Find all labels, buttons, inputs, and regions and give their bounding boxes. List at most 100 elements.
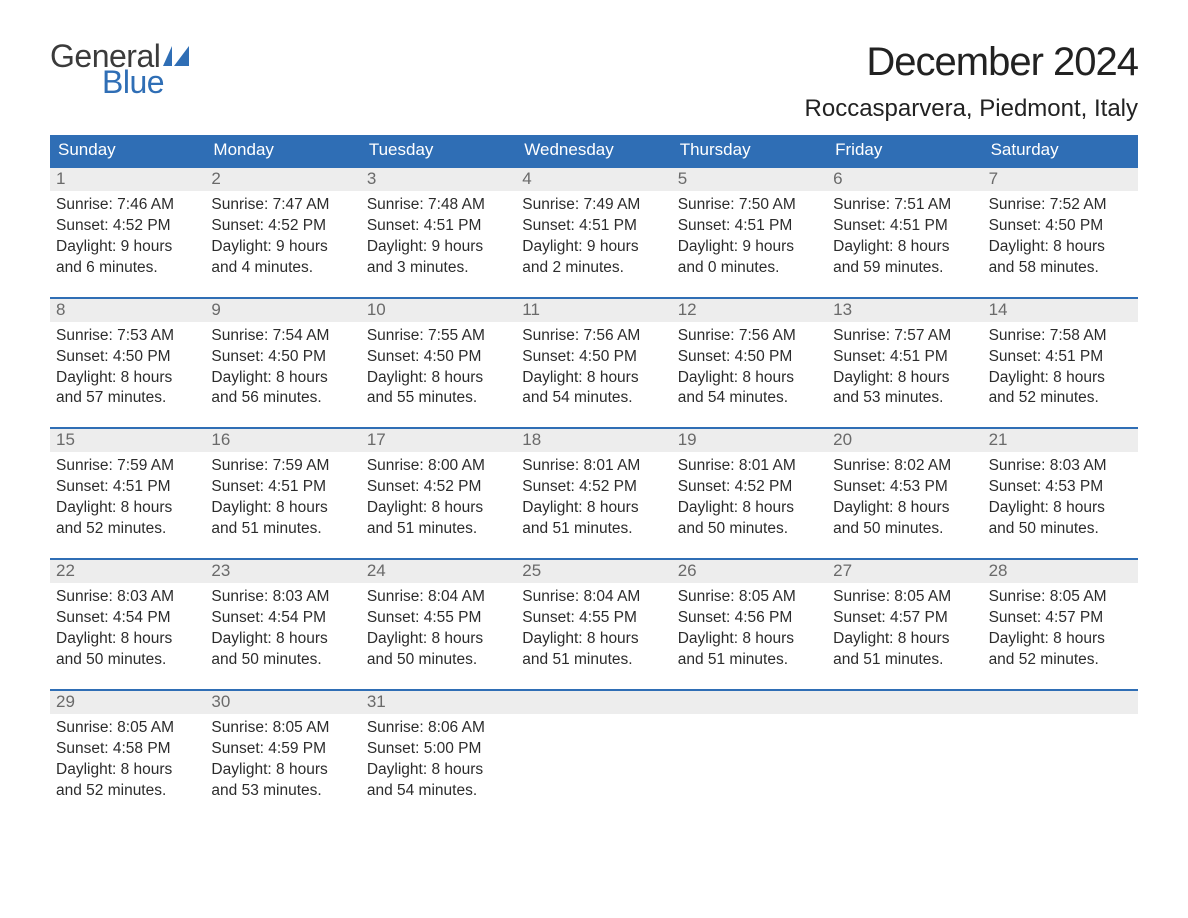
daylight-line-2: and 50 minutes.: [833, 519, 976, 540]
daylight-line-1: Daylight: 8 hours: [367, 368, 510, 389]
sunrise-line: Sunrise: 8:01 AM: [678, 456, 821, 477]
day-cell: Sunrise: 8:05 AMSunset: 4:57 PMDaylight:…: [983, 583, 1138, 671]
sunrise-line: Sunrise: 7:59 AM: [56, 456, 199, 477]
day-cell: Sunrise: 8:04 AMSunset: 4:55 PMDaylight:…: [361, 583, 516, 671]
sunset-line: Sunset: 4:55 PM: [367, 608, 510, 629]
sunset-line: Sunset: 4:52 PM: [56, 216, 199, 237]
day-cell: Sunrise: 8:01 AMSunset: 4:52 PMDaylight:…: [672, 452, 827, 540]
daynum-row: 15161718192021: [50, 429, 1138, 452]
daylight-line-1: Daylight: 9 hours: [678, 237, 821, 258]
week-row: 891011121314Sunrise: 7:53 AMSunset: 4:50…: [50, 297, 1138, 410]
day-cell: [516, 714, 671, 802]
sunrise-line: Sunrise: 7:57 AM: [833, 326, 976, 347]
daylight-line-2: and 51 minutes.: [678, 650, 821, 671]
daynum-row: 1234567: [50, 168, 1138, 191]
sunset-line: Sunset: 4:51 PM: [367, 216, 510, 237]
weekday-header-row: Sunday Monday Tuesday Wednesday Thursday…: [50, 135, 1138, 166]
daylight-line-2: and 52 minutes.: [56, 519, 199, 540]
daylight-line-2: and 50 minutes.: [367, 650, 510, 671]
sunrise-line: Sunrise: 8:05 AM: [989, 587, 1132, 608]
sunset-line: Sunset: 4:50 PM: [989, 216, 1132, 237]
sunset-line: Sunset: 4:58 PM: [56, 739, 199, 760]
day-number: [827, 691, 982, 714]
sunrise-line: Sunrise: 7:50 AM: [678, 195, 821, 216]
daylight-line-2: and 52 minutes.: [989, 388, 1132, 409]
day-cell: Sunrise: 7:55 AMSunset: 4:50 PMDaylight:…: [361, 322, 516, 410]
day-cell: Sunrise: 7:57 AMSunset: 4:51 PMDaylight:…: [827, 322, 982, 410]
calendar: Sunday Monday Tuesday Wednesday Thursday…: [50, 135, 1138, 801]
day-number: 17: [361, 429, 516, 452]
day-number: 15: [50, 429, 205, 452]
daylight-line-2: and 57 minutes.: [56, 388, 199, 409]
day-number: 19: [672, 429, 827, 452]
day-number: 24: [361, 560, 516, 583]
week-row: 22232425262728Sunrise: 8:03 AMSunset: 4:…: [50, 558, 1138, 671]
daylight-line-1: Daylight: 8 hours: [367, 629, 510, 650]
daylight-line-2: and 4 minutes.: [211, 258, 354, 279]
day-number: 21: [983, 429, 1138, 452]
day-cell: Sunrise: 7:46 AMSunset: 4:52 PMDaylight:…: [50, 191, 205, 279]
day-cell: [672, 714, 827, 802]
day-cell: Sunrise: 8:05 AMSunset: 4:57 PMDaylight:…: [827, 583, 982, 671]
day-number: 2: [205, 168, 360, 191]
day-number: 14: [983, 299, 1138, 322]
sunset-line: Sunset: 4:51 PM: [56, 477, 199, 498]
sunrise-line: Sunrise: 7:51 AM: [833, 195, 976, 216]
sunset-line: Sunset: 4:55 PM: [522, 608, 665, 629]
day-cell: Sunrise: 7:51 AMSunset: 4:51 PMDaylight:…: [827, 191, 982, 279]
day-cell: Sunrise: 8:06 AMSunset: 5:00 PMDaylight:…: [361, 714, 516, 802]
day-cell: Sunrise: 7:53 AMSunset: 4:50 PMDaylight:…: [50, 322, 205, 410]
day-number: 1: [50, 168, 205, 191]
daylight-line-2: and 51 minutes.: [211, 519, 354, 540]
day-cell: Sunrise: 7:48 AMSunset: 4:51 PMDaylight:…: [361, 191, 516, 279]
daylight-line-2: and 50 minutes.: [56, 650, 199, 671]
daynum-row: 293031: [50, 691, 1138, 714]
sunrise-line: Sunrise: 7:49 AM: [522, 195, 665, 216]
daylight-line-1: Daylight: 8 hours: [989, 237, 1132, 258]
daylight-line-1: Daylight: 8 hours: [211, 760, 354, 781]
day-number: 10: [361, 299, 516, 322]
day-number: 6: [827, 168, 982, 191]
sunset-line: Sunset: 4:50 PM: [367, 347, 510, 368]
week-row: 15161718192021Sunrise: 7:59 AMSunset: 4:…: [50, 427, 1138, 540]
day-cell: Sunrise: 7:49 AMSunset: 4:51 PMDaylight:…: [516, 191, 671, 279]
daylight-line-1: Daylight: 9 hours: [56, 237, 199, 258]
daylight-line-2: and 55 minutes.: [367, 388, 510, 409]
daylight-line-2: and 54 minutes.: [367, 781, 510, 802]
sunrise-line: Sunrise: 7:47 AM: [211, 195, 354, 216]
sunrise-line: Sunrise: 8:03 AM: [211, 587, 354, 608]
daylight-line-1: Daylight: 8 hours: [56, 498, 199, 519]
sunrise-line: Sunrise: 7:54 AM: [211, 326, 354, 347]
daynum-row: 891011121314: [50, 299, 1138, 322]
day-number: 20: [827, 429, 982, 452]
day-number: 7: [983, 168, 1138, 191]
daylight-line-2: and 54 minutes.: [678, 388, 821, 409]
day-cell: Sunrise: 7:47 AMSunset: 4:52 PMDaylight:…: [205, 191, 360, 279]
day-cell: Sunrise: 8:04 AMSunset: 4:55 PMDaylight:…: [516, 583, 671, 671]
day-cell: Sunrise: 8:05 AMSunset: 4:59 PMDaylight:…: [205, 714, 360, 802]
day-cell: Sunrise: 7:56 AMSunset: 4:50 PMDaylight:…: [516, 322, 671, 410]
daylight-line-2: and 52 minutes.: [56, 781, 199, 802]
sunrise-line: Sunrise: 7:56 AM: [522, 326, 665, 347]
day-number: 25: [516, 560, 671, 583]
sunrise-line: Sunrise: 7:58 AM: [989, 326, 1132, 347]
day-cell: Sunrise: 7:59 AMSunset: 4:51 PMDaylight:…: [205, 452, 360, 540]
sunset-line: Sunset: 4:51 PM: [833, 347, 976, 368]
daylight-line-2: and 53 minutes.: [211, 781, 354, 802]
day-number: [672, 691, 827, 714]
sunrise-line: Sunrise: 8:04 AM: [367, 587, 510, 608]
day-cell: [983, 714, 1138, 802]
day-number: 29: [50, 691, 205, 714]
sunset-line: Sunset: 4:52 PM: [211, 216, 354, 237]
logo-word-blue: Blue: [102, 66, 189, 98]
day-number: 8: [50, 299, 205, 322]
day-number: 26: [672, 560, 827, 583]
day-number: 27: [827, 560, 982, 583]
logo-flag-icon: [163, 46, 189, 66]
sunrise-line: Sunrise: 8:00 AM: [367, 456, 510, 477]
sunset-line: Sunset: 4:53 PM: [833, 477, 976, 498]
daylight-line-2: and 59 minutes.: [833, 258, 976, 279]
sunset-line: Sunset: 4:50 PM: [678, 347, 821, 368]
daylight-line-2: and 50 minutes.: [678, 519, 821, 540]
sunset-line: Sunset: 4:56 PM: [678, 608, 821, 629]
